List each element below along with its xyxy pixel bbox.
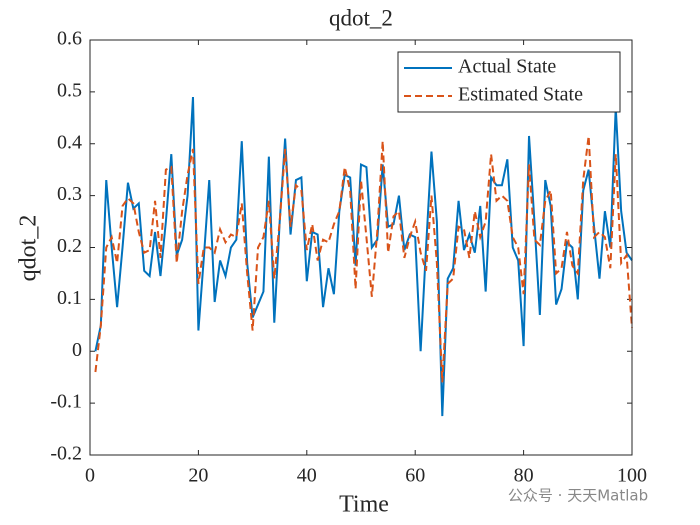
y-tick-label: 0.1 — [57, 287, 82, 309]
watermark: 公众号 · 天天Matlab — [508, 487, 648, 505]
x-tick-label: 60 — [405, 465, 425, 487]
y-tick-label: -0.2 — [50, 443, 82, 465]
x-tick-label: 40 — [297, 465, 317, 487]
y-tick-label: 0.3 — [57, 183, 82, 205]
y-tick-label: 0.4 — [57, 131, 82, 153]
legend-box — [397, 51, 621, 113]
x-axis-label: Time — [339, 492, 389, 518]
y-tick-label: 0 — [72, 339, 82, 361]
x-tick-label: 20 — [188, 465, 208, 487]
chart-title: qdot_2 — [329, 5, 393, 30]
y-tick-label: 0.2 — [57, 235, 82, 257]
x-tick-label: 100 — [617, 465, 647, 487]
legend-label: Estimated State — [458, 84, 583, 106]
x-tick-label: 80 — [514, 465, 534, 487]
axes-box — [89, 39, 633, 456]
data-line — [94, 97, 633, 417]
y-tick-label: -0.1 — [50, 391, 82, 413]
y-tick-label: 0.5 — [57, 79, 82, 101]
data-line — [94, 135, 633, 383]
y-axis-label: qdot_2 — [16, 215, 42, 282]
legend-label: Actual State — [458, 56, 556, 78]
x-tick-label: 0 — [85, 465, 95, 487]
y-tick-label: 0.6 — [57, 28, 82, 50]
